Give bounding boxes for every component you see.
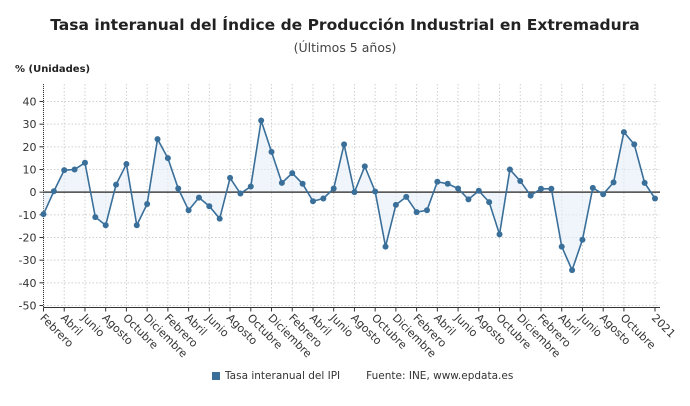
data-point — [641, 179, 648, 186]
data-point — [455, 185, 462, 192]
data-point — [372, 188, 379, 195]
data-point — [154, 136, 161, 143]
x-tick-label: 2021 — [649, 311, 678, 340]
legend: Tasa interanual del IPI Fuente: INE, www… — [212, 370, 513, 382]
data-point — [195, 194, 202, 201]
legend-label: Tasa interanual del IPI — [225, 370, 341, 382]
data-point — [81, 159, 88, 166]
data-point — [299, 180, 306, 187]
data-point — [185, 207, 192, 214]
data-point — [341, 141, 348, 148]
data-point — [258, 117, 265, 124]
data-point — [486, 199, 493, 206]
data-point — [278, 179, 285, 186]
data-point — [247, 183, 254, 190]
data-point — [50, 188, 57, 195]
data-point — [71, 166, 78, 173]
data-point — [579, 236, 586, 243]
data-point — [589, 184, 596, 191]
data-point — [227, 174, 234, 181]
data-point — [403, 193, 410, 200]
data-point — [175, 185, 182, 192]
y-tick-label: -50 — [19, 300, 37, 313]
data-point — [569, 267, 576, 274]
chart-subtitle: (Últimos 5 años) — [293, 40, 397, 55]
data-point — [351, 189, 358, 196]
data-point — [382, 243, 389, 250]
series-line — [42, 120, 656, 273]
data-point — [652, 195, 658, 202]
data-point — [320, 195, 327, 202]
data-point — [289, 170, 296, 177]
data-point — [537, 185, 544, 192]
data-point — [61, 167, 68, 174]
y-tick-label: 20 — [23, 141, 37, 154]
data-point — [506, 166, 513, 173]
y-tick-label: 10 — [23, 164, 37, 177]
source-note: Fuente: INE, www.epdata.es — [366, 370, 514, 382]
data-point — [237, 190, 244, 197]
data-point — [600, 191, 607, 198]
y-tick-label: -10 — [19, 209, 37, 222]
data-point — [309, 198, 316, 205]
legend-swatch — [212, 372, 220, 380]
data-point — [475, 187, 482, 194]
data-point — [444, 180, 451, 187]
data-point — [361, 163, 368, 170]
y-tick-label: 40 — [23, 96, 37, 109]
data-point — [527, 192, 534, 199]
data-point — [558, 243, 565, 250]
y-axis-label: % (Unidades) — [15, 64, 91, 75]
data-point — [164, 155, 171, 162]
data-point — [548, 185, 555, 192]
data-point — [216, 215, 223, 222]
data-point — [413, 209, 420, 216]
data-point — [517, 178, 524, 185]
data-point — [631, 141, 638, 148]
y-tick-label: -30 — [19, 254, 37, 267]
data-point — [92, 214, 99, 221]
y-tick-label: 30 — [23, 118, 37, 131]
data-point — [330, 185, 337, 192]
data-point — [268, 148, 275, 155]
data-point — [206, 203, 213, 210]
y-tick-label: -40 — [19, 277, 37, 290]
data-point — [113, 181, 120, 188]
chart-title: Tasa interanual del Índice de Producción… — [50, 16, 640, 34]
data-point — [620, 129, 627, 136]
data-point — [133, 222, 140, 229]
data-point — [434, 178, 441, 185]
data-point — [392, 201, 399, 208]
data-point — [423, 207, 430, 214]
data-point — [102, 222, 109, 229]
data-point — [123, 161, 130, 168]
data-point — [610, 179, 617, 186]
data-point — [144, 200, 151, 207]
data-point — [465, 196, 472, 203]
y-tick-label: 0 — [30, 186, 37, 199]
data-point — [496, 231, 503, 238]
data-point — [40, 211, 47, 218]
y-tick-label: -20 — [19, 232, 37, 245]
